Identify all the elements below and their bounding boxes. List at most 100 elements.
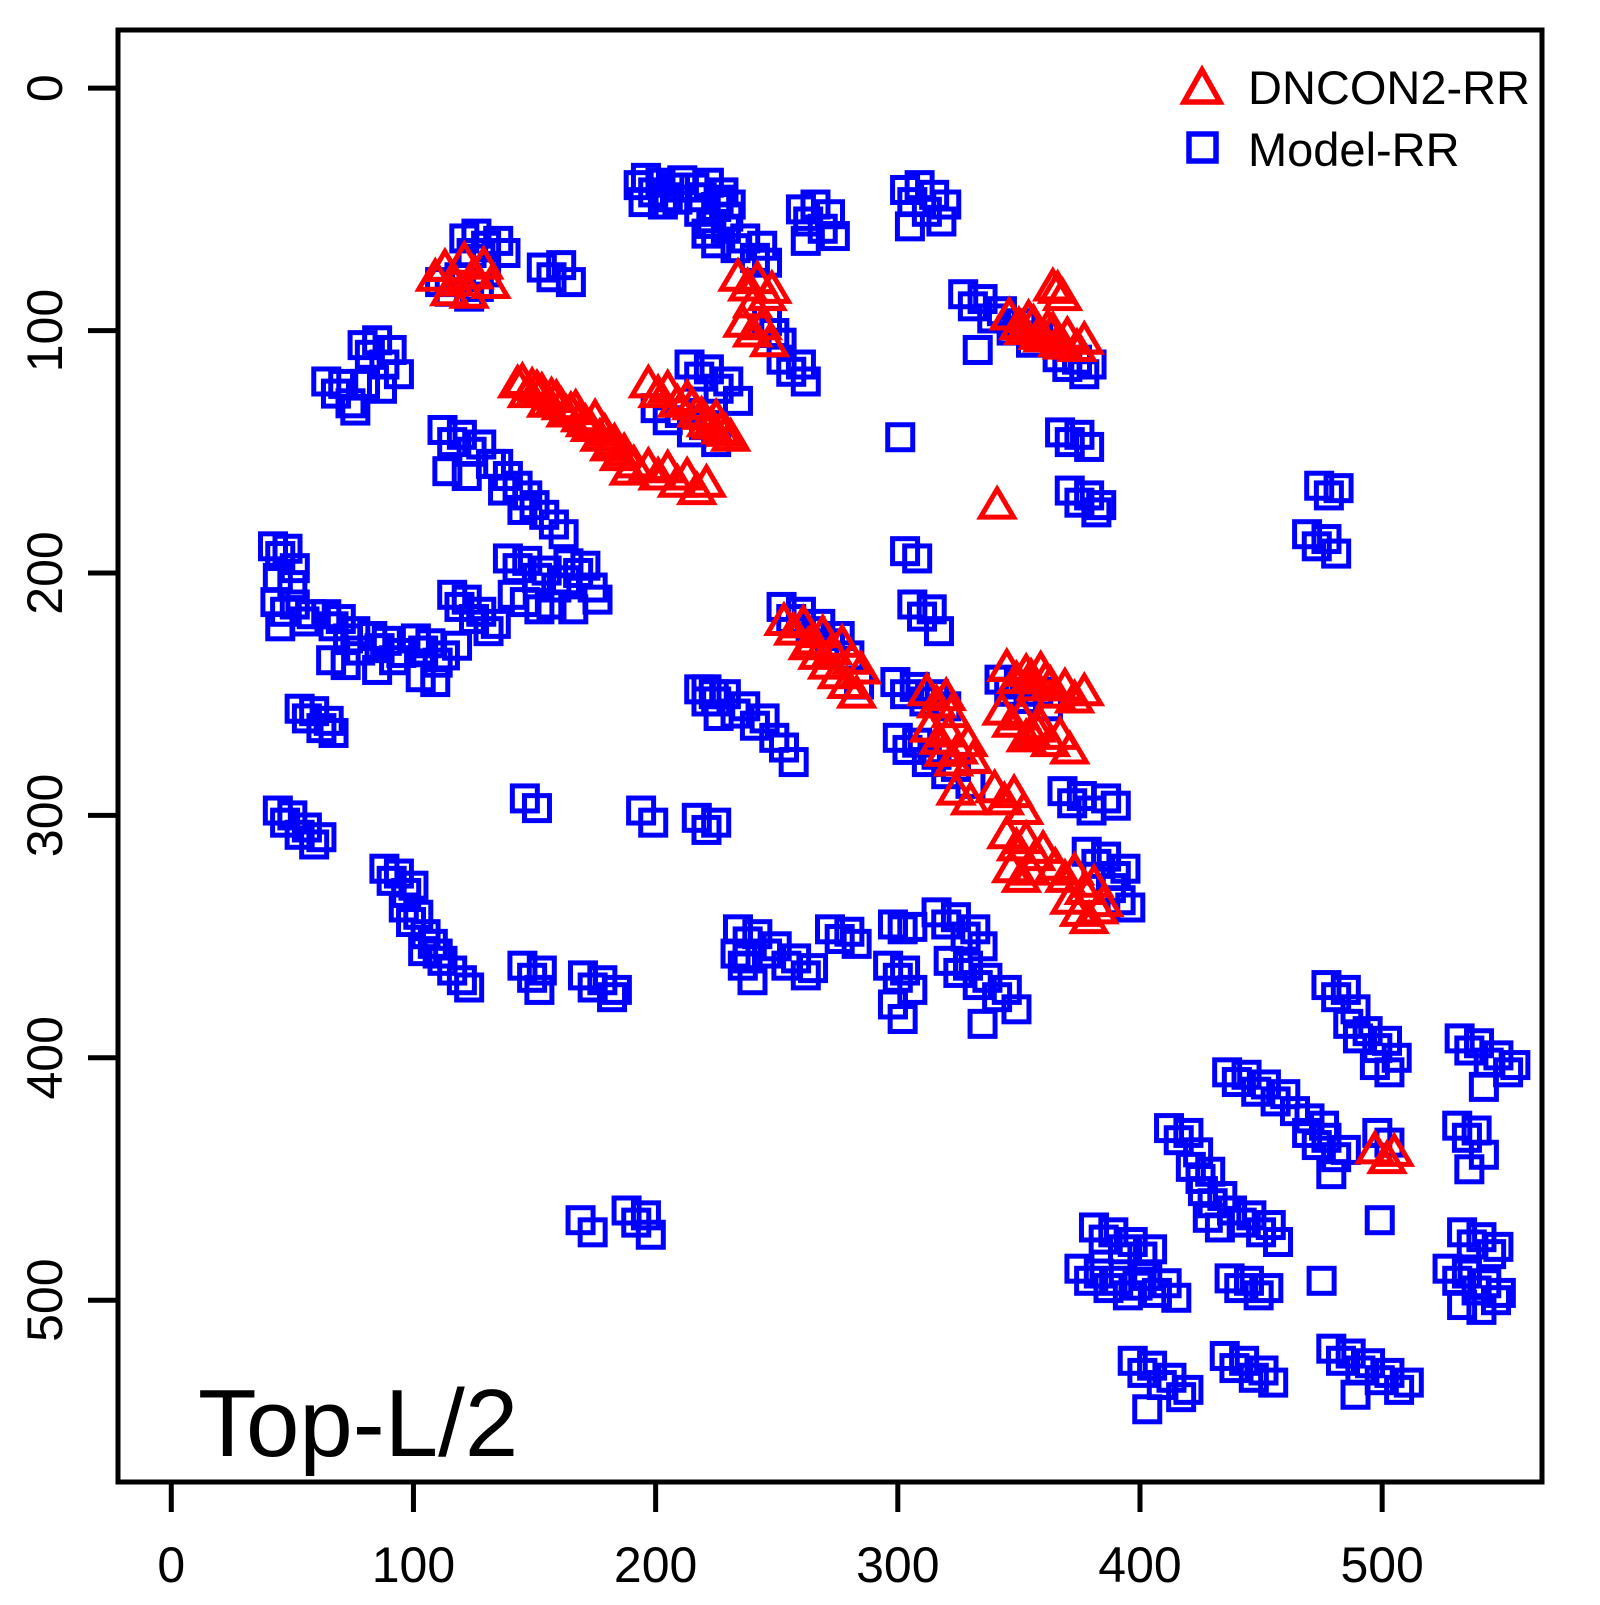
model-rr-point [1141,1277,1172,1308]
model-rr-point [1483,1040,1514,1071]
dncon2-rr-point [935,770,977,806]
model-rr-point [798,953,829,984]
model-rr-point [1374,1057,1405,1088]
model-rr-point [1057,788,1088,819]
dncon2-rr-point [1005,818,1048,855]
model-rr-point [790,960,821,991]
dncon2-rr-point [731,312,774,348]
model-rr-point [1260,1086,1291,1117]
model-rr-point [340,616,371,647]
model-rr-point [379,645,410,676]
dncon2-rr-point [835,673,878,709]
dncon2-rr-point [675,469,718,506]
model-rr-point [1258,1367,1289,1398]
model-rr-point [529,499,560,530]
dncon2-rr-point [751,268,793,304]
model-rr-point [1221,1067,1252,1098]
model-rr-point [548,519,579,550]
dncon2-rr-series [414,239,1416,1175]
dncon2-rr-point [1022,828,1064,864]
model-rr-point [1335,1338,1366,1369]
model-rr-point [555,267,586,298]
dncon2-rr-point [983,779,1026,816]
model-rr-point [1173,1117,1204,1148]
model-rr-point [1476,1239,1507,1270]
model-rr-point [601,974,632,1005]
x-tick-label: 0 [157,1537,185,1593]
x-tick-label: 500 [1340,1537,1423,1593]
model-rr-point [1173,1374,1204,1405]
model-rr-point [597,982,628,1013]
model-rr-point [790,366,821,397]
model-rr-point [1374,1357,1405,1388]
model-rr-point [454,972,485,1003]
model-rr-point [1500,1050,1531,1081]
dncon2-rr-point [414,256,457,292]
model-rr-point [815,199,845,230]
dncon2-rr-point [656,462,699,498]
model-rr-point [1250,1069,1281,1100]
model-rr-point [1384,1374,1415,1405]
model-rr-point [446,419,477,450]
model-rr-point [730,223,761,254]
model-rr-point [1212,1057,1243,1088]
y-tick-label: 400 [17,1016,73,1099]
model-rr-point [902,543,933,574]
dncon2-rr-point [1053,850,1096,886]
model-rr-point [526,252,557,283]
model-rr-point [1447,1290,1478,1321]
y-axis: 0 100 200 300 400 500 [17,74,118,1342]
model-rr-point [340,395,371,426]
dncon2-rr-point [1073,862,1115,898]
model-rr-point [318,717,349,748]
model-rr-point [437,427,468,458]
model-rr-point [1451,1258,1482,1289]
dncon2-rr-point [821,622,863,658]
model-rr-point [1306,1265,1337,1296]
dncon2-rr-point [1029,663,1072,699]
y-tick-label: 500 [17,1258,73,1341]
model-rr-point [299,829,330,860]
model-rr-point [1054,427,1085,458]
model-rr-point [1340,1379,1371,1410]
model-rr-point [1342,1023,1373,1054]
model-rr-point [638,807,669,838]
model-rr-point [1451,1122,1482,1153]
model-rr-point [1323,473,1354,504]
dncon2-rr-point [1063,670,1106,707]
model-rr-point [923,616,954,647]
dncon2-rr-point [993,772,1035,809]
dncon2-rr-point [1014,707,1057,743]
dncon2-rr-point [1005,716,1048,753]
y-tick-label: 200 [17,531,73,614]
model-rr-point [531,555,562,586]
model-rr-point [480,608,511,639]
model-rr-point [1226,1207,1257,1238]
legend-triangle-icon [1179,64,1225,105]
model-rr-point [1219,1353,1250,1384]
model-rr-point [442,630,473,661]
model-rr-point [1330,974,1361,1005]
model-rr-point [490,238,521,269]
dncon2-rr-point [915,682,958,719]
model-rr-point [1393,1367,1424,1398]
legend-label-dncon2-rr: DNCON2-RR [1248,61,1530,114]
model-rr-point [790,225,821,256]
model-rr-point [1364,1205,1395,1236]
model-rr-point [691,814,722,845]
model-rr-point [1231,1059,1262,1090]
model-rr-point [1074,1265,1105,1296]
model-rr-point [1122,1270,1153,1301]
model-rr-point [417,928,448,959]
x-tick-label: 200 [614,1537,697,1593]
model-rr-point [722,385,753,416]
model-rr-point [512,545,543,576]
model-rr-point [1454,1154,1485,1185]
model-rr-point [546,250,577,281]
dncon2-rr-point [1077,889,1120,925]
model-rr-point [747,230,778,261]
model-rr-point [1355,1348,1386,1379]
model-rr-point [427,945,458,976]
dncon2-rr-point [671,384,713,421]
